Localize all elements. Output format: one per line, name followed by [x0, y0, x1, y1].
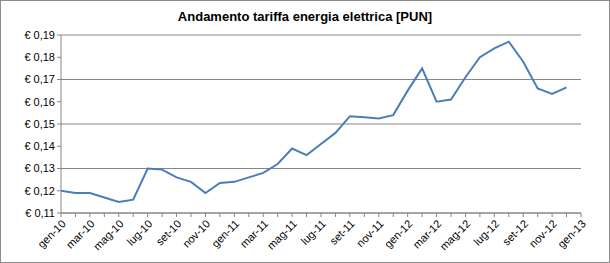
svg-text:nov-12: nov-12 [527, 217, 559, 249]
svg-text:€ 0,15: € 0,15 [24, 118, 55, 130]
svg-text:gen-13: gen-13 [555, 217, 588, 250]
svg-text:gen-11: gen-11 [209, 217, 241, 249]
svg-text:set-12: set-12 [500, 217, 530, 247]
svg-text:€ 0,17: € 0,17 [24, 73, 55, 85]
svg-text:set-11: set-11 [327, 217, 357, 247]
svg-text:nov-10: nov-10 [180, 217, 212, 249]
svg-text:lug-10: lug-10 [124, 217, 154, 247]
svg-text:mag-12: mag-12 [438, 217, 473, 252]
svg-text:€ 0,14: € 0,14 [24, 140, 55, 152]
svg-text:mar-11: mar-11 [237, 217, 271, 250]
svg-text:mag-11: mag-11 [265, 217, 299, 251]
svg-text:gen-10: gen-10 [35, 217, 68, 250]
svg-text:gen-12: gen-12 [382, 217, 415, 250]
svg-text:€ 0,18: € 0,18 [24, 51, 55, 63]
svg-text:€ 0,16: € 0,16 [24, 96, 55, 108]
svg-text:set-10: set-10 [153, 217, 183, 247]
svg-text:mar-12: mar-12 [410, 217, 444, 251]
svg-text:€ 0,12: € 0,12 [24, 185, 55, 197]
svg-text:€ 0,13: € 0,13 [24, 162, 55, 174]
svg-text:€ 0,11: € 0,11 [25, 207, 55, 219]
html-text:Andamento tariffa energia elet: Andamento tariffa energia elettrica [PUN… [177, 9, 433, 24]
svg-text:€ 0,19: € 0,19 [24, 29, 55, 41]
svg-text:mag-10: mag-10 [91, 217, 126, 252]
svg-text:nov-11: nov-11 [354, 217, 386, 249]
svg-text:lug-11: lug-11 [298, 217, 328, 247]
svg-text:mar-10: mar-10 [63, 217, 97, 251]
svg-text:lug-12: lug-12 [471, 217, 501, 247]
